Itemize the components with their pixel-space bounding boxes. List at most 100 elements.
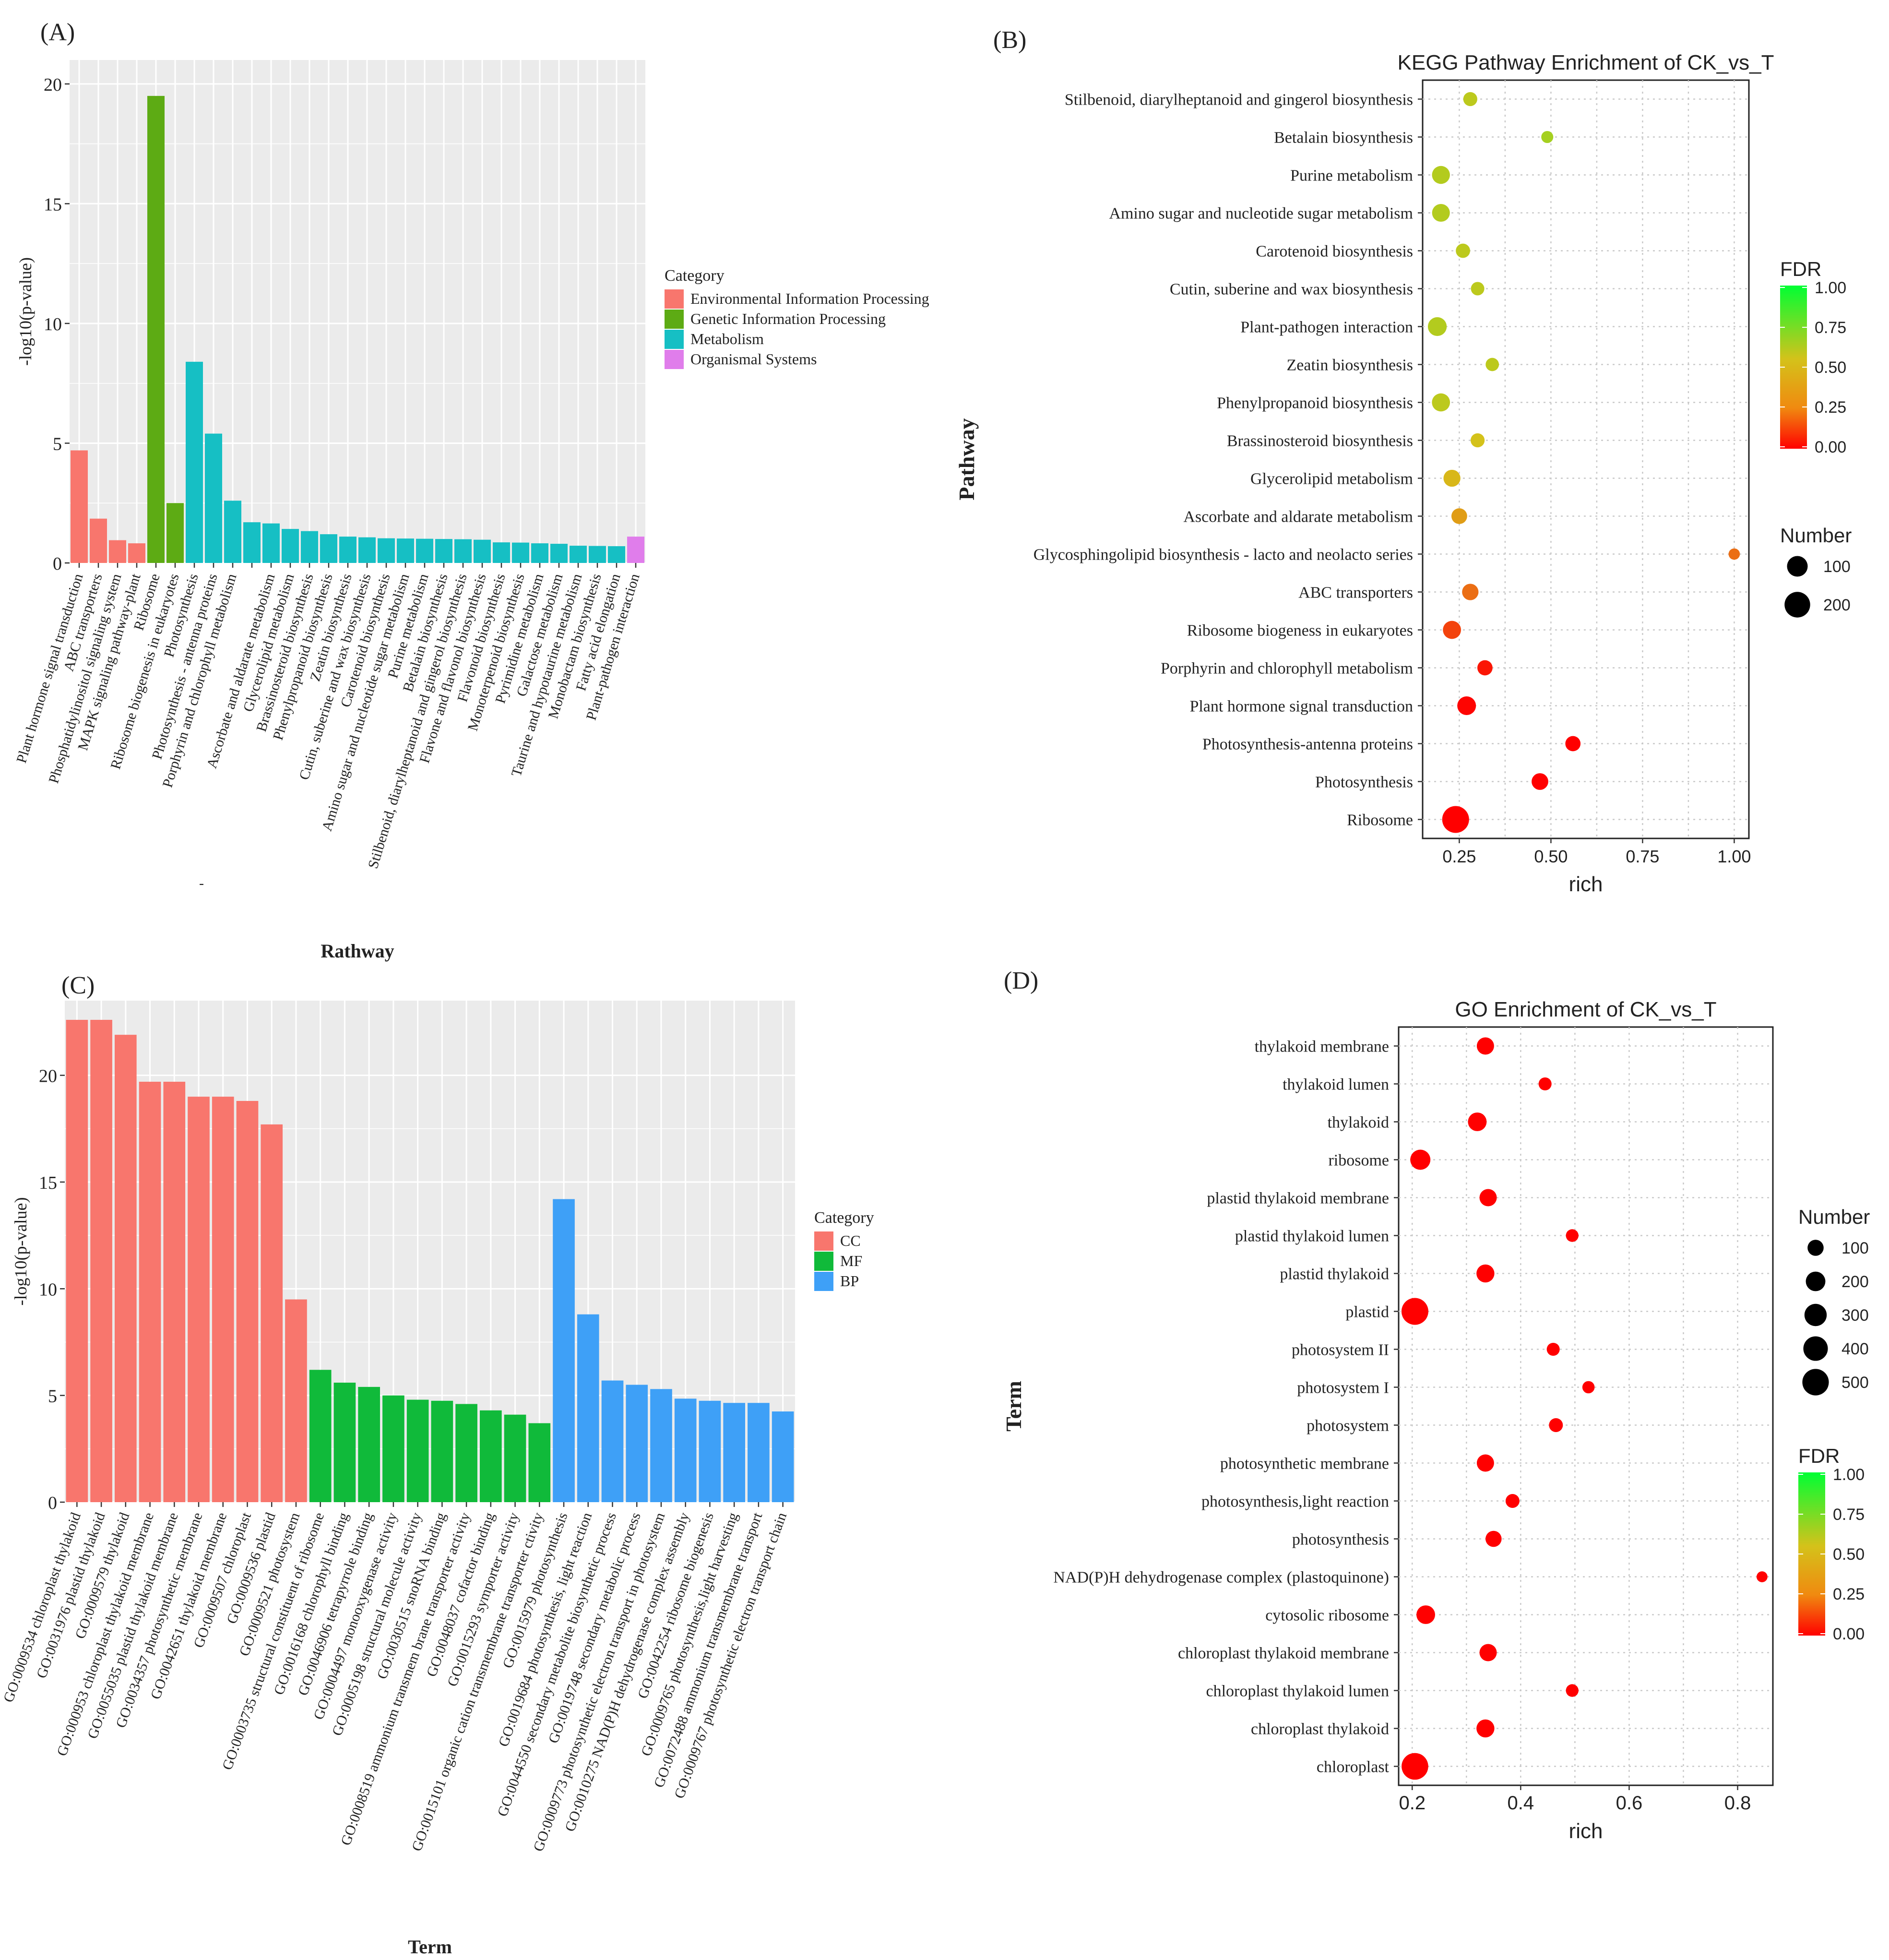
size-legend-title: Number: [1780, 524, 1852, 547]
size-legend-label: 400: [1841, 1340, 1869, 1358]
bar: [285, 1299, 307, 1502]
y-tick-label: Ribosome: [1347, 812, 1413, 829]
y-tick-label: photosystem I: [1297, 1379, 1389, 1397]
legend-key: [665, 350, 684, 369]
y-tick-label: Phenylpropanoid biosynthesis: [1217, 394, 1413, 412]
color-legend-label: 0.25: [1833, 1585, 1865, 1603]
data-point: [1462, 584, 1479, 600]
data-point: [1432, 166, 1450, 184]
data-point: [1546, 1342, 1560, 1356]
size-legend-dot: [1807, 1240, 1824, 1256]
bar: [454, 539, 472, 563]
data-point: [1485, 1530, 1502, 1547]
legend-title: Category: [814, 1209, 874, 1227]
data-point: [1566, 1229, 1579, 1242]
y-tick-label: Amino sugar and nucleotide sugar metabol…: [1109, 205, 1413, 223]
bar: [309, 1370, 332, 1502]
size-legend-label: 300: [1841, 1306, 1869, 1325]
panel-label: (A): [40, 19, 75, 46]
bar: [212, 1097, 234, 1502]
bar: [382, 1395, 404, 1502]
size-legend-label: 100: [1823, 558, 1851, 576]
legend-label: Genetic Information Processing: [690, 310, 886, 327]
y-tick-label: thylakoid lumen: [1283, 1076, 1389, 1094]
color-legend-label: 0.75: [1815, 319, 1846, 337]
size-legend-label: 100: [1841, 1239, 1869, 1257]
data-point: [1451, 508, 1467, 524]
color-legend-label: 1.00: [1815, 279, 1846, 297]
y-tick-label: thylakoid membrane: [1255, 1038, 1389, 1056]
bar: [699, 1400, 721, 1502]
y-tick-label: Ribosome biogeness in eukaryotes: [1187, 622, 1413, 640]
y-tick-label: plastid thylakoid: [1280, 1266, 1389, 1283]
y-tick-label: cytosolic ribosome: [1265, 1607, 1389, 1625]
plot-frame: [1422, 79, 1750, 839]
size-legend-dot: [1802, 1369, 1829, 1396]
y-tick-label: 10: [44, 314, 62, 335]
panel-D: (D) GO Enrichment of CK_vs_T 0.2 0.4 0.6 0.8 t…: [1001, 967, 1870, 1843]
bar: [474, 539, 491, 563]
x-tick-label: 0.2: [1399, 1793, 1426, 1814]
bar: [455, 1404, 477, 1502]
y-tick-label: Zeatin biosynthesis: [1287, 357, 1413, 374]
bar: [66, 1020, 88, 1502]
size-legend-title: Number: [1798, 1206, 1870, 1228]
y-tick-label: photosystem: [1307, 1417, 1389, 1435]
y-tick-label: 0: [48, 1493, 57, 1513]
data-point: [1476, 1264, 1495, 1283]
y-tick-label: NAD(P)H dehydrogenase complex (plastoqui…: [1053, 1569, 1389, 1587]
bar: [163, 1081, 186, 1502]
bar: [512, 542, 529, 563]
data-point: [1456, 243, 1470, 258]
data-point: [1538, 1077, 1552, 1091]
y-tick-label: Glycosphingolipid biosynthesis - lacto a…: [1034, 546, 1413, 564]
y-tick-label: ABC transporters: [1298, 584, 1413, 602]
bar: [71, 450, 88, 563]
color-legend-label: 0.50: [1815, 359, 1846, 377]
size-legend-dot: [1787, 556, 1808, 577]
y-tick-label: Betalain biosynthesis: [1274, 129, 1413, 147]
size-legend-label: 500: [1841, 1374, 1869, 1392]
bar: [748, 1403, 770, 1502]
bar: [601, 1380, 624, 1502]
data-point: [1479, 1644, 1497, 1661]
data-point: [1416, 1605, 1435, 1624]
data-point: [1442, 806, 1469, 833]
y-tick-label: Porphyrin and chlorophyll metabolism: [1161, 660, 1413, 678]
x-tick-label: 0.75: [1626, 847, 1659, 866]
data-point: [1532, 773, 1548, 790]
data-point: [1410, 1149, 1431, 1170]
bar: [147, 96, 165, 563]
bar: [115, 1035, 137, 1502]
legend-key: [665, 330, 684, 349]
size-legend-label: 200: [1841, 1273, 1869, 1291]
y-tick-label: chloroplast thylakoid membrane: [1178, 1645, 1389, 1662]
y-tick-label: Purine metabolism: [1290, 167, 1413, 185]
data-point: [1582, 1381, 1595, 1394]
panel-label: (D): [1004, 967, 1038, 994]
y-tick-label: 5: [48, 1386, 57, 1407]
size-legend-label: 200: [1823, 596, 1851, 614]
data-point: [1401, 1298, 1428, 1325]
data-point: [1756, 1571, 1768, 1582]
legend-label: Organismal Systems: [690, 350, 817, 368]
x-tick-label: 0.8: [1724, 1793, 1751, 1814]
y-tick-label: 15: [44, 194, 62, 215]
data-point: [1477, 660, 1493, 676]
y-tick-label: plastid thylakoid lumen: [1235, 1228, 1389, 1245]
y-axis-title: Pathway: [954, 418, 979, 500]
data-point: [1485, 358, 1499, 371]
y-tick-label: Brassinosteroid biosynthesis: [1227, 432, 1413, 450]
y-tick-label: Plant-pathogen interaction: [1240, 319, 1413, 336]
y-tick-label: 15: [39, 1173, 57, 1193]
bar: [406, 1399, 429, 1502]
data-point: [1432, 203, 1450, 222]
bar: [608, 546, 625, 563]
legend-key: [814, 1252, 833, 1271]
y-axis-title: -log10(p-value): [16, 257, 35, 366]
bar: [301, 531, 318, 563]
bar: [236, 1101, 259, 1502]
